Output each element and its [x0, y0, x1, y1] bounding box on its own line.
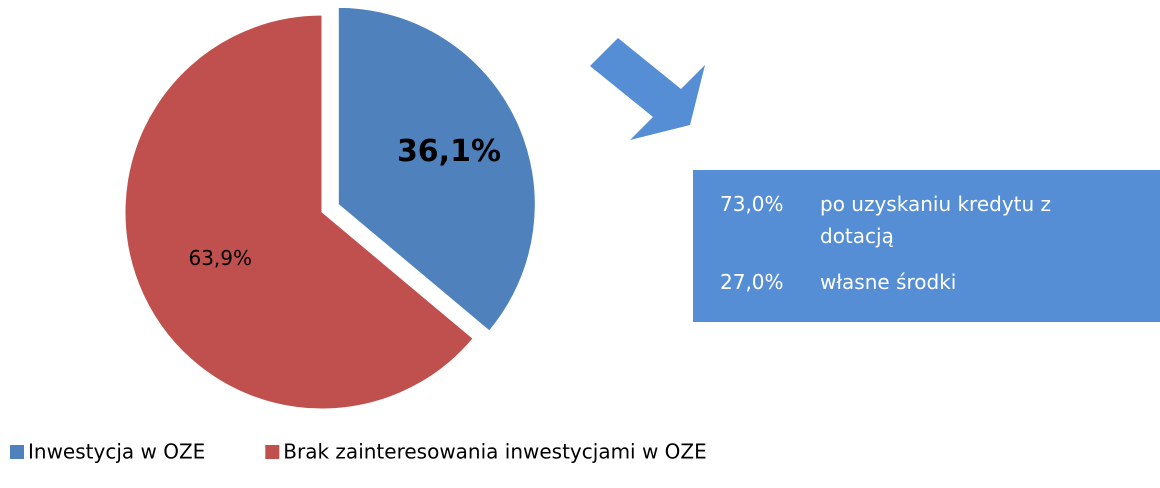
legend-label: Inwestycja w OZE — [28, 440, 205, 464]
data-label: 63,9% — [188, 246, 252, 270]
breakdown-label: po uzyskaniu kredytu z dotacją — [820, 192, 1052, 248]
pie-slice — [337, 6, 536, 332]
breakdown-box: 73,0% po uzyskaniu kredytu z dotacją 27,0%… — [693, 170, 1160, 322]
legend-swatch — [10, 445, 24, 459]
legend-label: Brak zainteresowania inwestycjami w OZE — [283, 440, 706, 464]
arrow — [590, 38, 705, 140]
breakdown-label: własne środki — [820, 270, 957, 294]
data-label: 36,1% — [397, 134, 501, 169]
breakdown-value: 27,0% — [720, 270, 784, 294]
legend-swatch — [265, 445, 280, 459]
breakdown-value: 73,0% — [720, 192, 784, 216]
pie-slice — [124, 14, 474, 410]
